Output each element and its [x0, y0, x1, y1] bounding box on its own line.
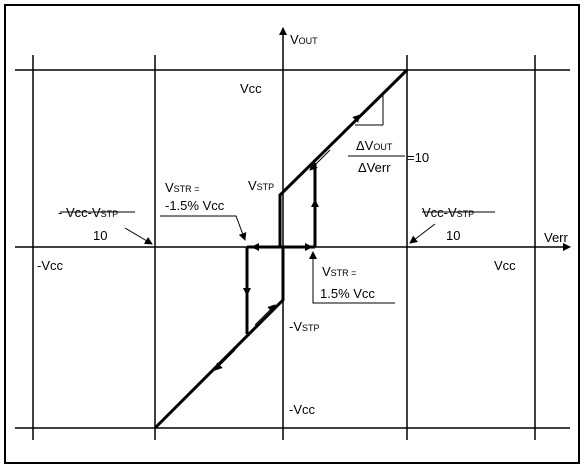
vstr-pos-value: 1.5% Vcc [320, 286, 375, 301]
labels: VOUT Verr Vcc ΔVOUT ΔVerr =10 VSTP VSTR … [37, 32, 569, 417]
pos-vcc-x: Vcc [494, 258, 516, 273]
y-axis-label: VOUT [290, 32, 318, 47]
frame [4, 4, 580, 464]
vstp-pos: VSTP [248, 178, 274, 193]
vstr-neg: VSTR = [165, 180, 199, 195]
direction-arrows [214, 114, 361, 371]
slope-num: ΔVOUT [356, 138, 393, 153]
vcc-top: Vcc [240, 81, 262, 96]
vstr-pos: VSTR = [322, 264, 356, 279]
vstr-neg-value: -1.5% Vcc [165, 198, 225, 213]
slope-eq: =10 [407, 150, 429, 165]
slope-den: ΔVerr [358, 160, 391, 175]
right-frac-den: 10 [446, 228, 460, 243]
x-axis-label: Verr [544, 230, 569, 245]
vstp-neg: -VSTP [289, 319, 320, 334]
vcc-bottom: -Vcc [289, 402, 316, 417]
transfer-curve [153, 68, 409, 430]
neg-vcc-x: -Vcc [37, 258, 64, 273]
left-frac-den: 10 [93, 228, 107, 243]
